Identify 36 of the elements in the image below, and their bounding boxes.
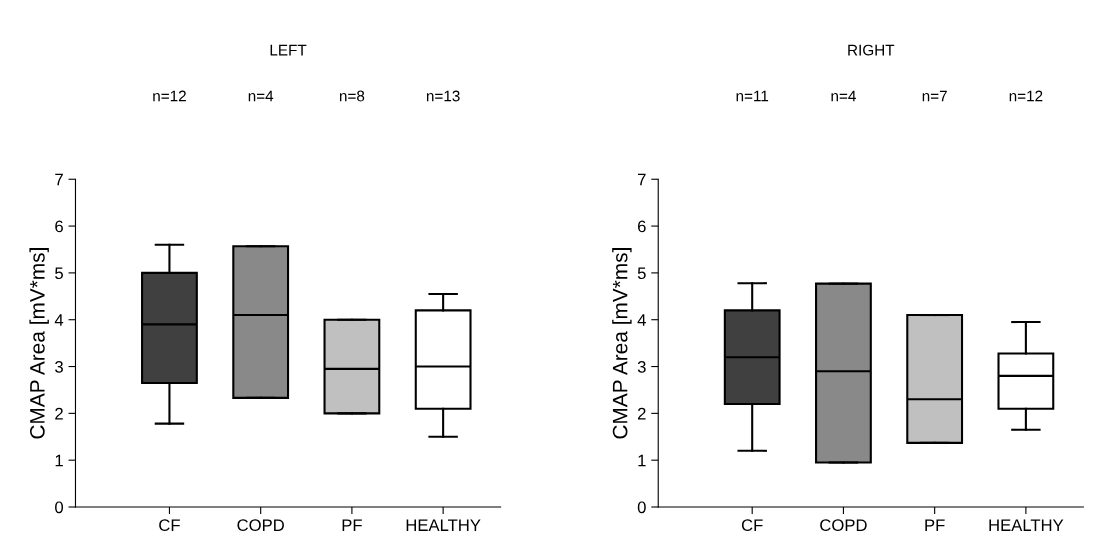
y-tick-label: 7 — [55, 173, 63, 186]
text: n=4 — [248, 90, 274, 102]
chart-title: LEFT — [270, 44, 307, 56]
x-tick-label: HEALTHY — [406, 519, 481, 531]
x-tick-label: PF — [342, 519, 362, 531]
y-tick-label: 6 — [638, 220, 646, 233]
x-tick-label: COPD — [820, 519, 867, 532]
text: n=7 — [922, 90, 947, 102]
y-tick-label: 3 — [55, 360, 63, 373]
y-axis-title: CMAP Area [mV*ms] — [612, 248, 632, 439]
text: n=12 — [153, 90, 186, 102]
y-tick-label: 4 — [54, 314, 64, 326]
y-tick-label: 5 — [55, 267, 63, 280]
y-tick-label: 1 — [638, 454, 646, 467]
y-tick-label: 3 — [637, 360, 646, 373]
y-tick-label: 5 — [637, 267, 646, 280]
y-tick-label: 2 — [55, 407, 63, 420]
x-tick-label: PF — [925, 519, 945, 531]
text: n=13 — [426, 90, 460, 102]
x-tick-label: CF — [159, 519, 180, 532]
y-tick-label: 6 — [55, 220, 63, 233]
text: n=12 — [1009, 90, 1043, 102]
y-tick-label: 2 — [637, 407, 646, 420]
x-tick-label: HEALTHY — [989, 519, 1064, 531]
x-tick-label: CF — [741, 519, 763, 532]
y-tick-label: 0 — [55, 501, 64, 514]
y-tick-label: 7 — [638, 173, 646, 186]
chart-title: RIGHT — [848, 44, 895, 56]
y-tick-label: 4 — [637, 314, 646, 326]
text: n=11 — [736, 90, 769, 102]
text: n=4 — [831, 90, 856, 102]
text: n=8 — [339, 90, 365, 102]
y-axis-title: CMAP Area [mV*ms] — [29, 248, 49, 439]
y-tick-label: 1 — [55, 454, 63, 467]
y-tick-label: 0 — [637, 501, 646, 514]
x-tick-label: COPD — [237, 519, 284, 532]
